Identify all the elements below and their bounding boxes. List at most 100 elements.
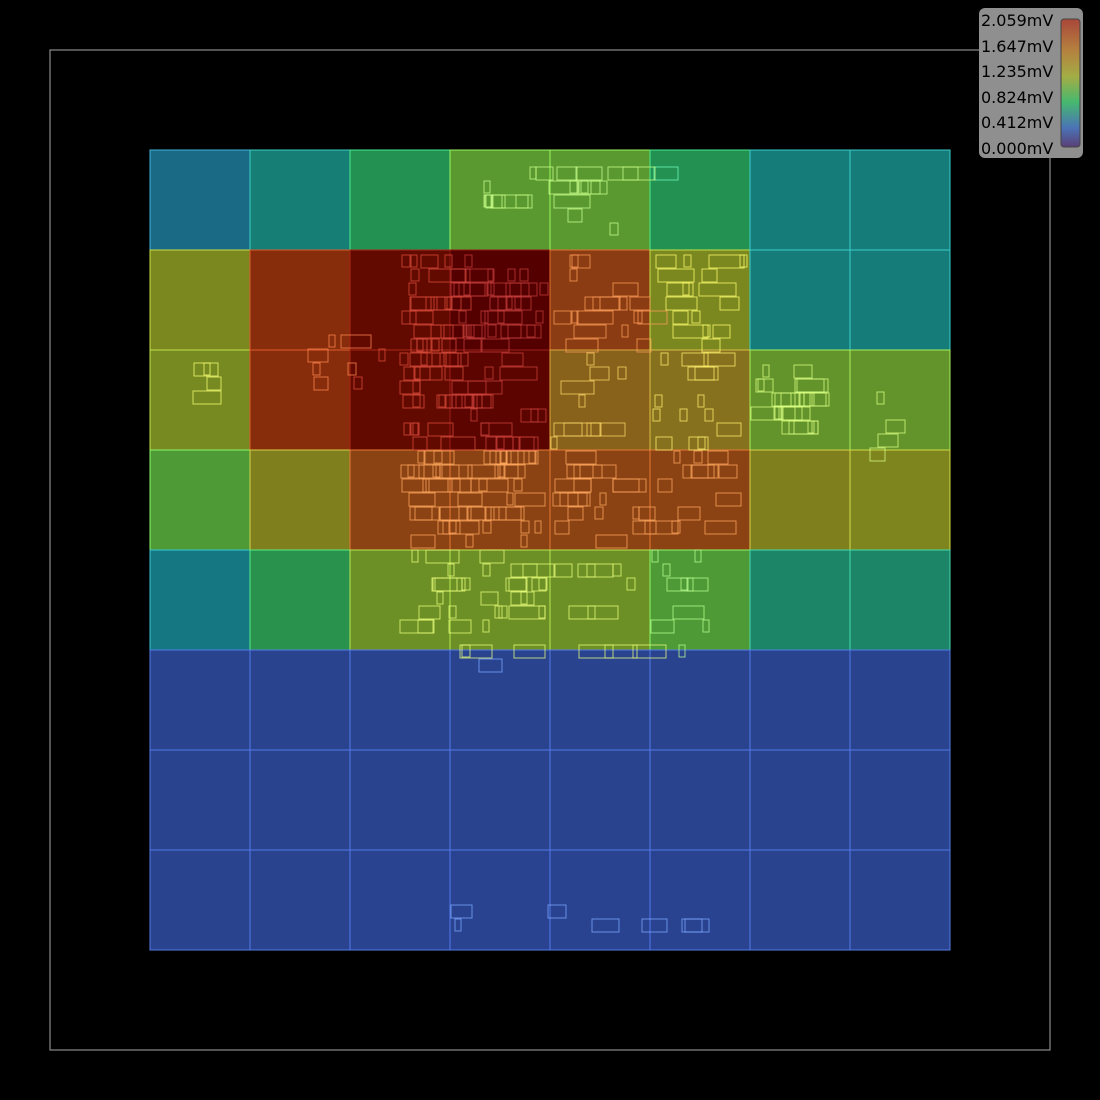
instance-outline (418, 605, 441, 620)
instance-outline (672, 310, 689, 325)
instance-outline (494, 605, 503, 619)
instance-outline (505, 450, 539, 465)
instance-outline (707, 450, 729, 465)
heatmap-cell (649, 149, 751, 251)
instance-outline (457, 492, 483, 507)
instance-outline (592, 296, 621, 311)
instance-outline (622, 166, 656, 181)
instance-outline (652, 408, 661, 422)
instance-outline (432, 464, 441, 478)
instance-outline (412, 394, 421, 408)
instance-outline (417, 450, 426, 464)
instance-outline (677, 506, 701, 521)
instance-outline (487, 324, 497, 338)
instance-outline (458, 310, 467, 324)
instance-outline (485, 194, 503, 209)
instance-outline (458, 282, 489, 297)
heatmap-cell (649, 849, 751, 951)
heatmap-cell (849, 849, 951, 951)
instance-outline (467, 464, 501, 479)
instance-outline (694, 549, 702, 563)
instance-outline (655, 436, 673, 451)
instance-outline (701, 338, 721, 353)
colorbar-legend: 2.059mV 1.647mV 1.235mV 0.824mV 0.412mV … (979, 8, 1083, 158)
heatmap-cells (149, 149, 951, 951)
instance-outline (796, 378, 825, 393)
instance-outline (505, 282, 530, 297)
colorbar-gradient (1060, 18, 1081, 148)
heatmap-cell (849, 549, 951, 651)
instance-outline (691, 310, 701, 324)
instance-outlines (192, 166, 906, 933)
instance-outline (885, 419, 906, 434)
instance-outline (482, 520, 492, 534)
heatmap-cell (549, 149, 651, 251)
instance-outline (578, 180, 601, 195)
instance-outline (414, 366, 443, 381)
instance-outline (586, 352, 595, 366)
instance-outline (436, 591, 444, 605)
colorbar-tick-label: 1.647mV (981, 37, 1053, 56)
heatmap-cell (649, 649, 751, 751)
instance-outline (604, 644, 638, 659)
instance-outline (408, 492, 436, 507)
instance-outline (442, 520, 480, 535)
instance-outline (510, 591, 535, 606)
heatmap-cell (749, 249, 851, 351)
heatmap-cell (149, 749, 251, 851)
instance-outline (552, 492, 579, 507)
instance-outline (431, 338, 440, 352)
instance-outline (520, 408, 539, 423)
instance-outline (484, 366, 494, 380)
instance-outline (793, 364, 813, 379)
instance-outline (434, 577, 458, 592)
instance-outline (757, 378, 765, 392)
instance-outline (594, 506, 604, 520)
instance-outline (698, 282, 737, 297)
instance-outline (654, 394, 663, 408)
instance-outline (206, 376, 222, 391)
instance-outline (617, 366, 627, 380)
instance-outline (478, 658, 503, 673)
instance-outline (637, 310, 668, 325)
instance-outline (718, 464, 738, 479)
instance-outline (780, 392, 796, 407)
instance-outline (529, 166, 537, 180)
instance-outline (401, 254, 411, 268)
instance-outline (678, 644, 686, 658)
instance-outline (693, 450, 703, 464)
heatmap-cell (149, 549, 251, 651)
instance-outline (712, 324, 731, 339)
heatmap-cell (749, 149, 851, 251)
instance-outline (497, 310, 505, 324)
instance-outline (439, 506, 460, 521)
instance-outline (430, 296, 452, 311)
heatmap-cell (349, 549, 451, 651)
instance-outline (539, 282, 549, 296)
instance-outline (595, 534, 628, 549)
colorbar-tick-label: 0.000mV (981, 139, 1053, 158)
instance-outline (665, 296, 698, 311)
instance-outline (486, 282, 495, 296)
instance-outline (340, 334, 372, 349)
instance-outline (554, 563, 573, 578)
instance-outline (401, 310, 417, 325)
instance-outline (719, 296, 740, 311)
instance-outline (553, 310, 572, 325)
instance-outline (378, 348, 386, 362)
instance-outline (478, 478, 488, 492)
instance-outline (554, 520, 570, 535)
instance-outline (513, 644, 546, 659)
instance-outline (556, 166, 578, 181)
instance-outline (679, 408, 688, 422)
instance-outline (553, 422, 583, 437)
heatmap-cell (649, 449, 751, 551)
instance-outline (644, 520, 679, 535)
instance-outline (694, 366, 719, 381)
heatmap-cell (549, 549, 651, 651)
instance-outline (629, 296, 651, 311)
heatmap-cell (449, 649, 551, 751)
instance-outline (688, 436, 709, 451)
instance-outline (877, 433, 899, 448)
instance-outline (739, 254, 748, 268)
